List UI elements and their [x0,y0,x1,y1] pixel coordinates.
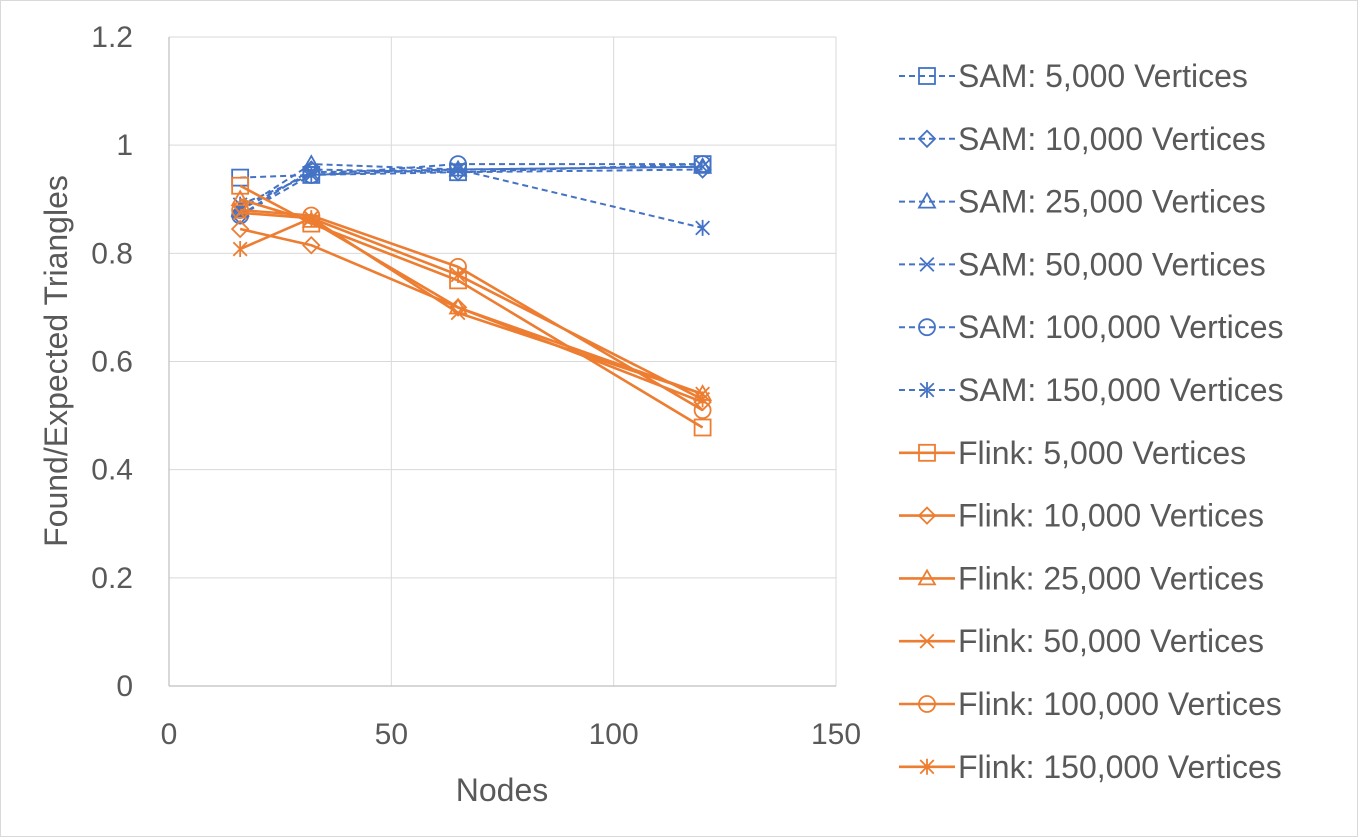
data-point [231,201,250,219]
series-6 [232,161,711,236]
x-axis-title: Nodes [456,772,549,808]
legend-entry: Flink: 5,000 Vertices [899,435,1246,471]
legend-marker [917,129,937,149]
legend-label: Flink: 150,000 Vertices [958,749,1282,785]
legend-marker [917,191,937,209]
legend-label: SAM: 50,000 Vertices [958,246,1266,282]
legend-entry: Flink: 50,000 Vertices [899,623,1264,659]
series-line [239,165,703,211]
legend-entry: SAM: 150,000 Vertices [899,372,1284,408]
series-layer [230,154,713,437]
legend-entry: SAM: 25,000 Vertices [899,184,1266,220]
legend-entry: Flink: 10,000 Vertices [899,498,1264,534]
axes: 0 0.2 0.4 0.6 0.8 1 1.2 0 50 100 150 [91,21,861,751]
legend-entry: Flink: 150,000 Vertices [899,749,1282,785]
legend-marker [918,443,936,462]
data-point [303,166,319,183]
legend-entry: Flink: 25,000 Vertices [899,560,1264,596]
legend-marker [919,633,935,649]
series-line [239,168,703,217]
legend-marker [918,67,936,85]
legend-marker [917,568,937,586]
data-point [693,155,712,173]
series-line [239,184,704,429]
data-point [232,241,248,258]
y-tick-label: 0.2 [91,562,133,595]
x-tick-label: 50 [375,718,408,751]
gridlines [169,36,837,686]
legend-entry: SAM: 100,000 Vertices [899,309,1284,345]
series-12 [232,210,711,408]
legend-entry: SAM: 10,000 Vertices [899,121,1266,157]
legend-label: Flink: 100,000 Vertices [958,686,1282,722]
legend-label: SAM: 100,000 Vertices [958,309,1284,345]
series-line [239,163,703,217]
legend-marker [919,382,935,398]
legend-marker [919,758,935,775]
series-line [240,211,704,396]
legend-label: Flink: 5,000 Vertices [958,435,1246,471]
series-line [239,227,704,404]
y-axis-title: Found/Expected Triangles [38,175,74,547]
legend-entry: Flink: 100,000 Vertices [899,686,1282,722]
x-tick-label: 100 [589,718,639,751]
data-point [230,219,250,239]
legend-marker [917,506,937,525]
data-point [450,266,466,283]
data-point [693,418,712,437]
legend-marker [918,695,936,713]
y-tick-label: 0.4 [91,454,133,487]
legend-label: Flink: 50,000 Vertices [958,623,1264,659]
data-point [230,189,250,207]
y-tick-label: 0.6 [91,346,133,379]
legend-label: SAM: 25,000 Vertices [958,184,1266,220]
series-line [239,216,704,401]
legend-label: SAM: 5,000 Vertices [958,58,1248,94]
legend-label: SAM: 10,000 Vertices [958,121,1266,157]
data-point [302,235,321,255]
data-point [303,210,319,227]
data-point [695,391,711,408]
series-line [239,163,703,211]
legend-label: SAM: 150,000 Vertices [958,372,1284,408]
x-tick-label: 150 [811,718,861,751]
y-tick-label: 0.8 [91,237,133,270]
y-tick-label: 1 [116,129,133,162]
data-point [231,176,250,195]
y-tick-label: 0 [116,670,133,703]
legend-entry: SAM: 5,000 Vertices [899,58,1248,94]
data-point [450,305,466,321]
legend-label: Flink: 25,000 Vertices [958,560,1264,596]
y-tick-label: 1.2 [91,21,133,54]
legend-marker [919,256,935,272]
series-line [239,168,703,229]
series-8 [230,219,712,412]
x-tick-label: 0 [161,718,178,751]
data-point [450,161,466,178]
legend-entry: SAM: 50,000 Vertices [899,246,1266,282]
legend-label: Flink: 10,000 Vertices [958,498,1264,534]
data-point [695,219,711,236]
legend-marker [918,318,936,337]
legend: SAM: 5,000 Vertices SAM: 10,000 Vertices S… [899,58,1284,785]
series-11 [231,201,712,420]
